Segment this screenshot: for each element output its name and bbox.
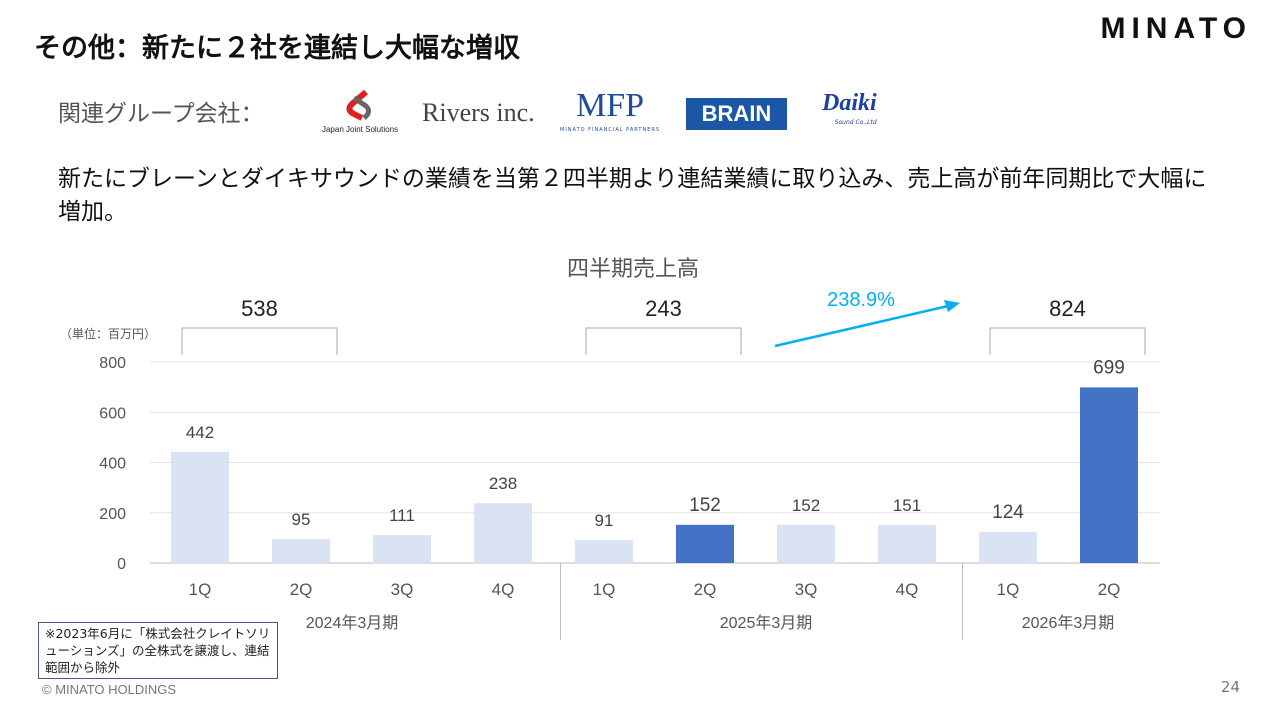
bar-value-label: 238 <box>489 474 517 493</box>
bar <box>878 525 936 563</box>
group-companies-label: 関連グループ会社： <box>58 101 264 127</box>
growth-annotation: 238.9% <box>827 289 895 311</box>
group-bracket <box>989 327 1146 355</box>
y-tick-label: 400 <box>99 456 126 473</box>
mfp-logo-sub: MINATO FINANCIAL PARTNERS <box>560 127 660 133</box>
jjs-logo: Japan Joint Solutions <box>314 84 406 140</box>
bar-value-label: 95 <box>292 510 311 529</box>
bar-value-label: 442 <box>186 423 214 442</box>
x-tick-label: 2Q <box>694 580 717 599</box>
x-tick-label: 3Q <box>795 580 818 599</box>
growth-arrow <box>774 300 960 348</box>
bar-value-label: 699 <box>1093 357 1125 378</box>
group-label: 2025年3月期 <box>720 614 813 632</box>
x-tick-label: 2Q <box>1098 580 1121 599</box>
bar-value-label: 152 <box>792 496 820 515</box>
daiki-logo-text: Daiki <box>822 90 877 116</box>
group-label: 2024年3月期 <box>306 614 399 632</box>
bar <box>272 539 330 563</box>
chart-title: 四半期売上高 <box>567 256 699 281</box>
x-tick-label: 4Q <box>896 580 919 599</box>
bar-value-label: 151 <box>893 496 921 515</box>
y-tick-label: 0 <box>117 556 126 573</box>
x-tick-label: 2Q <box>290 580 313 599</box>
bar <box>777 524 835 563</box>
x-tick-label: 1Q <box>189 580 212 599</box>
group-total: 243 <box>645 296 682 321</box>
mfp-logo-text: MFP <box>575 87 645 124</box>
bar <box>171 451 229 563</box>
mfp-logo: MFP MINATO FINANCIAL PARTNERS <box>560 86 660 134</box>
bar <box>1080 387 1138 563</box>
page-title: その他：新たに２社を連結し大幅な増収 <box>34 33 520 64</box>
jjs-logo-mark <box>346 89 372 121</box>
x-tick-label: 3Q <box>391 580 414 599</box>
lead-text: 新たにブレーンとダイキサウンドの業績を当第２四半期より連結業績に取り込み、売上高… <box>58 166 1207 225</box>
bar <box>979 531 1037 563</box>
x-tick-label: 1Q <box>593 580 616 599</box>
x-tick-label: 1Q <box>997 580 1020 599</box>
bar <box>575 540 633 563</box>
group-total: 824 <box>1049 296 1086 321</box>
group-bracket <box>585 327 742 355</box>
group-bracket <box>181 327 338 355</box>
group-total: 538 <box>241 296 278 321</box>
jjs-logo-text: Japan Joint Solutions <box>321 125 399 134</box>
daiki-logo-sub: Sound Co.,Ltd <box>834 119 877 126</box>
brain-logo: BRAIN <box>686 98 787 130</box>
group-label: 2026年3月期 <box>1022 614 1115 632</box>
brand-logo: MINATO <box>1100 12 1252 45</box>
bar-value-label: 91 <box>595 511 614 530</box>
bar <box>676 524 734 563</box>
page-number: 24 <box>1220 678 1240 696</box>
daiki-logo: Daiki Sound Co.,Ltd <box>822 88 877 127</box>
footnote: ※2023年6月に「株式会社クレイトソリューションズ」の全株式を譲渡し、連結範囲… <box>38 622 278 679</box>
y-tick-label: 200 <box>99 506 126 523</box>
rivers-logo: Rivers inc. <box>422 98 535 127</box>
y-tick-label: 600 <box>99 405 126 422</box>
x-tick-label: 4Q <box>492 580 515 599</box>
bar-value-label: 124 <box>992 502 1024 523</box>
y-tick-label: 800 <box>99 355 126 372</box>
bar-value-label: 152 <box>689 495 721 516</box>
copyright: © MINATO HOLDINGS <box>42 682 177 697</box>
chart-unit: （単位：百万円） <box>60 326 156 341</box>
bar <box>373 535 431 563</box>
bar <box>474 503 532 563</box>
bar-value-label: 111 <box>389 506 415 525</box>
